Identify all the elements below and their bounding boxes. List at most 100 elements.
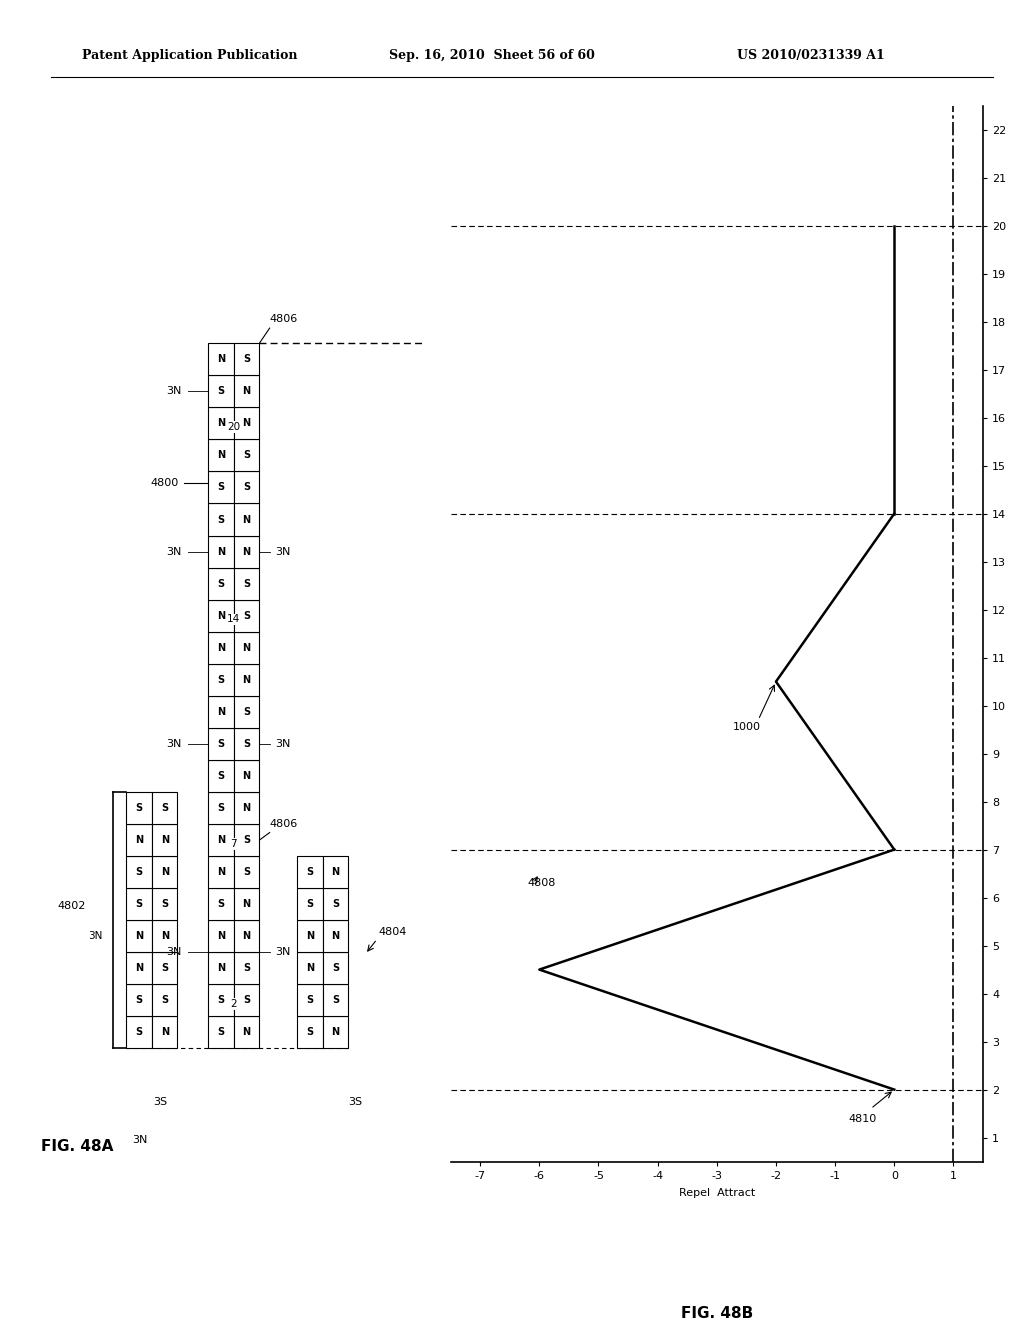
Bar	[208, 760, 233, 792]
Text: S: S	[332, 995, 339, 1006]
Bar	[233, 1016, 259, 1048]
Bar	[208, 1016, 233, 1048]
Bar	[233, 920, 259, 952]
Bar	[208, 985, 233, 1016]
Text: S: S	[161, 899, 168, 909]
Bar	[152, 888, 177, 920]
Text: 3N: 3N	[275, 546, 291, 557]
Bar	[152, 857, 177, 888]
Text: S: S	[243, 706, 250, 717]
Bar	[297, 1016, 323, 1048]
Text: N: N	[243, 643, 251, 653]
Bar	[126, 985, 152, 1016]
Text: 3N: 3N	[88, 931, 102, 941]
Text: S: S	[217, 482, 224, 492]
Text: 4802: 4802	[57, 902, 86, 911]
Bar	[323, 1016, 348, 1048]
Text: S: S	[161, 803, 168, 813]
Text: S: S	[217, 578, 224, 589]
Text: N: N	[332, 1027, 339, 1038]
Bar	[208, 408, 233, 440]
Text: N: N	[243, 931, 251, 941]
Text: N: N	[161, 836, 169, 845]
Text: FIG. 48A: FIG. 48A	[41, 1139, 114, 1154]
Text: N: N	[243, 771, 251, 781]
Text: N: N	[243, 387, 251, 396]
Bar	[208, 375, 233, 408]
Text: 2: 2	[230, 999, 238, 1010]
Text: S: S	[135, 803, 142, 813]
Text: S: S	[161, 964, 168, 973]
Text: S: S	[243, 964, 250, 973]
Text: S: S	[217, 739, 224, 748]
X-axis label: Repel  Attract: Repel Attract	[679, 1188, 755, 1197]
Bar	[152, 920, 177, 952]
Text: 4800: 4800	[151, 478, 178, 488]
Text: N: N	[243, 675, 251, 685]
Bar	[323, 985, 348, 1016]
Text: N: N	[217, 836, 225, 845]
Bar	[126, 1016, 152, 1048]
Text: 3N: 3N	[275, 948, 291, 957]
Bar	[323, 952, 348, 985]
Text: S: S	[217, 1027, 224, 1038]
Bar	[323, 888, 348, 920]
Bar	[233, 985, 259, 1016]
Bar	[233, 792, 259, 824]
Text: Sep. 16, 2010  Sheet 56 of 60: Sep. 16, 2010 Sheet 56 of 60	[389, 49, 595, 62]
Text: S: S	[217, 387, 224, 396]
Bar	[233, 664, 259, 696]
Bar	[152, 792, 177, 824]
Bar	[233, 599, 259, 632]
Bar	[297, 857, 323, 888]
Bar	[233, 760, 259, 792]
Bar	[208, 696, 233, 727]
Text: 4806: 4806	[269, 314, 298, 325]
Bar	[126, 792, 152, 824]
Text: S: S	[243, 450, 250, 461]
Bar	[297, 985, 323, 1016]
Bar	[233, 375, 259, 408]
Bar	[233, 343, 259, 375]
Bar	[297, 920, 323, 952]
Text: 4806: 4806	[269, 818, 298, 829]
Text: S: S	[135, 867, 142, 878]
Text: S: S	[217, 803, 224, 813]
Text: N: N	[306, 931, 313, 941]
Bar	[126, 952, 152, 985]
Bar	[208, 599, 233, 632]
Text: 4808: 4808	[527, 878, 556, 888]
Text: N: N	[332, 867, 339, 878]
Bar	[208, 727, 233, 760]
Text: S: S	[306, 899, 313, 909]
Text: N: N	[217, 706, 225, 717]
Text: 3S: 3S	[154, 1097, 168, 1107]
Text: N: N	[243, 899, 251, 909]
Text: S: S	[306, 867, 313, 878]
Text: N: N	[161, 931, 169, 941]
Bar	[208, 503, 233, 536]
Bar	[208, 824, 233, 857]
Text: S: S	[243, 611, 250, 620]
Bar	[233, 696, 259, 727]
Bar	[208, 568, 233, 599]
Text: N: N	[217, 867, 225, 878]
Text: 3N: 3N	[166, 387, 182, 396]
Bar	[233, 408, 259, 440]
Bar	[233, 568, 259, 599]
Text: S: S	[243, 578, 250, 589]
Bar	[233, 952, 259, 985]
Text: 3N: 3N	[166, 739, 182, 748]
Text: N: N	[243, 1027, 251, 1038]
Bar	[126, 857, 152, 888]
Text: S: S	[332, 964, 339, 973]
Text: S: S	[161, 995, 168, 1006]
Text: N: N	[217, 931, 225, 941]
Text: S: S	[306, 1027, 313, 1038]
Text: S: S	[217, 995, 224, 1006]
Text: 7: 7	[230, 838, 238, 849]
Text: N: N	[332, 931, 339, 941]
Bar	[233, 440, 259, 471]
Bar	[233, 888, 259, 920]
Text: US 2010/0231339 A1: US 2010/0231339 A1	[737, 49, 885, 62]
